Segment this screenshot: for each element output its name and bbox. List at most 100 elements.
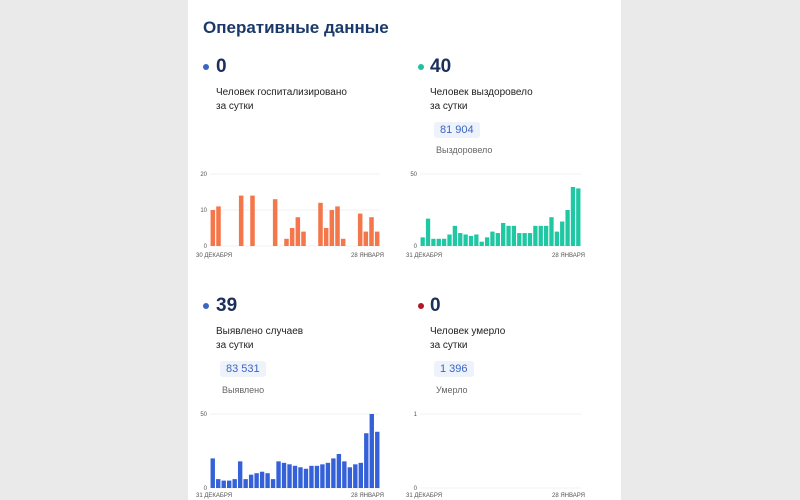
recovered-total: 81 904 (434, 122, 480, 138)
hospitalized-ytick-label: 0 (204, 244, 208, 250)
detected-bar (210, 458, 215, 488)
hospitalized-bar (340, 238, 346, 246)
recovered-bar (447, 234, 452, 246)
detected-bar (265, 473, 270, 488)
detected-bar (358, 462, 363, 488)
recovered-bar (495, 233, 500, 246)
detected-bar (259, 471, 265, 488)
recovered-xlabel-start: 31 ДЕКАБРЯ (406, 253, 442, 259)
deaths-xlabel-end: 28 ЯНВАРЯ (552, 493, 585, 499)
detected-label-line1: Выявлено случаев (216, 326, 304, 337)
recovered-bar (506, 225, 511, 246)
hospitalized-xlabel-start: 30 ДЕКАБРЯ (196, 253, 232, 259)
detected-label-line2: за сутки (216, 340, 254, 351)
recovered-label-line1: Человек выздоровело (430, 87, 533, 98)
deaths-total-label: Умерло (436, 385, 468, 395)
detected-bar (254, 473, 259, 488)
recovered-bar (474, 234, 479, 246)
recovered-label-line2: за сутки (430, 101, 468, 112)
detected-bar (364, 433, 369, 488)
recovered-bar (576, 188, 581, 246)
hospitalized-bar (357, 213, 363, 246)
hospitalized-bar (374, 231, 380, 246)
recovered-bar (452, 225, 458, 246)
deaths-label-line2: за сутки (430, 340, 468, 351)
detected-total: 83 531 (220, 361, 266, 377)
detected-bar (314, 465, 320, 488)
recovered-bar (431, 238, 436, 246)
recovered-bar (484, 237, 490, 246)
deaths-ytick-label: 0 (414, 486, 418, 492)
deaths-dot-icon (418, 303, 424, 309)
hospitalized-ytick-label: 10 (200, 208, 207, 214)
hospitalized-label: Человек госпитализировано за сутки (216, 86, 347, 114)
recovered-bar (543, 225, 549, 246)
recovered-bar (538, 225, 543, 246)
hospitalized-bar (284, 238, 289, 246)
hospitalized-label-line2: за сутки (216, 101, 254, 112)
recovered-bar (436, 238, 441, 246)
hospitalized-xlabel-end: 28 ЯНВАРЯ (351, 253, 384, 259)
recovered-label: Человек выздоровело за сутки (430, 86, 533, 114)
deaths-total: 1 396 (434, 361, 474, 377)
hospitalized-chart: 0 10 20 30 ДЕКАБРЯ 28 ЯНВАРЯ (196, 172, 384, 259)
detected-bar (232, 479, 237, 488)
detected-bar (325, 462, 331, 488)
detected-bar (353, 464, 358, 488)
detected-bar (270, 479, 276, 488)
hospitalized-bar (238, 195, 244, 246)
recovered-bar (554, 231, 559, 246)
hospitalized-bar (250, 195, 255, 246)
detected-bar (298, 467, 303, 488)
detected-dot-icon (203, 303, 209, 309)
hospitalized-bar (272, 199, 278, 246)
detected-count: 39 (216, 295, 238, 316)
detected-bar (336, 453, 342, 488)
detected-bar (243, 479, 248, 488)
detected-bar (342, 461, 347, 488)
detected-bar (248, 474, 254, 488)
hospitalized-bar (301, 231, 306, 246)
recovered-bar (458, 233, 463, 246)
hospitalized-bar (210, 210, 216, 246)
detected-bar (281, 462, 287, 488)
hospitalized-bar (335, 206, 340, 246)
detected-bar (369, 414, 374, 488)
recovered-bar (570, 186, 576, 246)
hospitalized-ytick-label: 20 (200, 172, 207, 178)
recovered-total-label: Выздоровело (436, 145, 493, 155)
recovered-bar (522, 233, 527, 246)
detected-bar (227, 480, 232, 488)
recovered-bar (511, 225, 517, 246)
detected-bar (331, 458, 336, 488)
hospitalized-dot-icon (203, 64, 209, 70)
detected-bar (309, 465, 314, 488)
recovered-bar (517, 233, 522, 246)
recovered-ytick-label: 0 (414, 244, 418, 250)
detected-bar (320, 464, 325, 488)
hospitalized-bar (363, 231, 369, 246)
recovered-bar (533, 225, 538, 246)
hospitalized-bar (216, 206, 221, 246)
hospitalized-bar (289, 228, 295, 246)
recovered-bar (501, 222, 506, 246)
recovered-chart: 0 50 31 ДЕКАБРЯ 28 ЯНВАРЯ (406, 172, 585, 259)
deaths-xlabel-start: 31 ДЕКАБРЯ (406, 493, 442, 499)
recovered-bar (463, 234, 468, 246)
detected-chart: 0 50 31 ДЕКАБРЯ 28 ЯНВАРЯ (196, 412, 384, 499)
recovered-bar (425, 218, 431, 246)
detected-ytick-label: 50 (200, 412, 207, 418)
deaths-count: 0 (430, 295, 441, 316)
deaths-label: Человек умерло за сутки (430, 325, 505, 353)
recovered-dot-icon (418, 64, 424, 70)
recovered-xlabel-end: 28 ЯНВАРЯ (552, 253, 585, 259)
detected-bar (287, 464, 292, 488)
recovered-bar (479, 241, 484, 246)
detected-bar (237, 461, 243, 488)
detected-bar (292, 465, 298, 488)
detected-bar (276, 461, 281, 488)
hospitalized-bar (329, 210, 335, 246)
recovered-count: 40 (430, 56, 452, 77)
recovered-bar (549, 217, 554, 246)
recovered-bar (527, 233, 533, 246)
